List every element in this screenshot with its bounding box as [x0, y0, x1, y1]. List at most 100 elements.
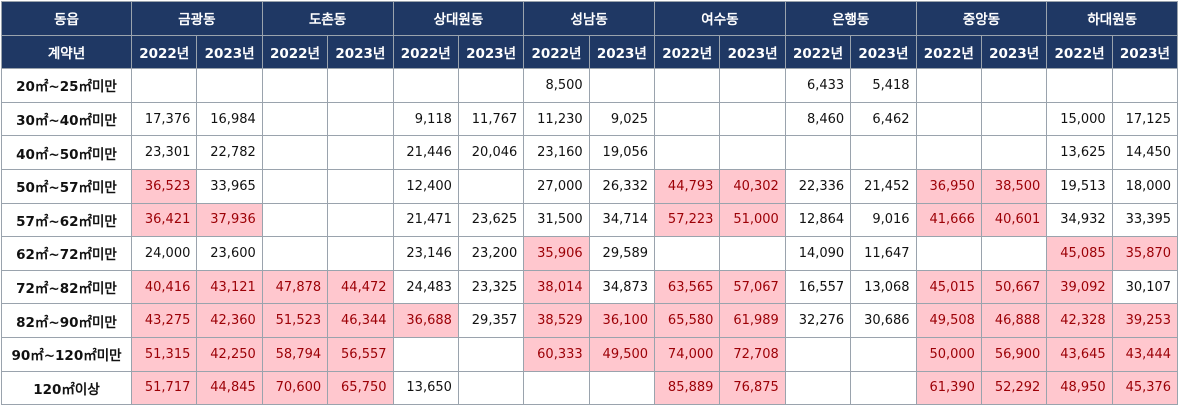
price-cell-highlighted: 44,472 [327, 269, 394, 305]
price-cell-highlighted: 70,600 [261, 370, 329, 406]
price-cell-highlighted: 56,900 [980, 336, 1048, 372]
price-cell-highlighted: 46,888 [980, 303, 1048, 338]
year-header: 2023년 [457, 34, 525, 70]
price-cell: 24,000 [130, 236, 198, 271]
area-range-label: 50㎡~57㎡미만 [1, 168, 132, 204]
price-cell-highlighted: 38,500 [980, 168, 1048, 204]
table-row: 72㎡~82㎡미만 40,416 43,121 47,878 44,472 24,483 2… [1, 269, 1178, 305]
price-cell: 24,483 [392, 269, 459, 305]
price-cell-highlighted: 74,000 [654, 336, 721, 372]
price-cell [327, 135, 394, 170]
price-cell: 17,376 [130, 101, 198, 137]
price-cell [850, 336, 917, 372]
area-range-label: 62㎡~72㎡미만 [1, 236, 132, 271]
price-cell [719, 101, 786, 137]
price-cell: 20,046 [457, 135, 525, 170]
table-row: 82㎡~90㎡미만 43,275 42,360 51,523 46,344 36,688 2… [1, 303, 1178, 338]
price-cell: 5,418 [850, 68, 917, 103]
price-cell [719, 68, 786, 103]
year-header: 2022년 [1046, 34, 1113, 70]
price-cell-highlighted: 50,000 [915, 336, 982, 372]
price-cell [915, 101, 982, 137]
price-cell [654, 101, 721, 137]
price-cell: 11,647 [850, 236, 917, 271]
price-cell: 23,200 [457, 236, 525, 271]
price-cell: 23,301 [130, 135, 198, 170]
price-cell-highlighted: 51,315 [130, 336, 198, 372]
price-cell-highlighted: 57,067 [719, 269, 786, 305]
price-cell [850, 370, 917, 406]
price-cell-highlighted: 43,645 [1046, 336, 1113, 372]
year-header: 2022년 [784, 34, 852, 70]
price-cell [261, 101, 329, 137]
price-cell: 11,767 [457, 101, 525, 137]
price-cell-highlighted: 51,000 [719, 202, 786, 238]
price-cell [719, 135, 786, 170]
price-cell-highlighted: 52,292 [980, 370, 1048, 406]
area-range-label: 72㎡~82㎡미만 [1, 269, 132, 305]
price-cell: 16,557 [784, 269, 852, 305]
corner-header: 동읍 [1, 1, 132, 36]
year-header: 2023년 [588, 34, 656, 70]
year-header: 2023년 [719, 34, 786, 70]
price-cell-highlighted: 45,015 [915, 269, 982, 305]
table-body: 20㎡~25㎡미만 8,500 6,433 5,418 30㎡~40㎡미만 17,376 1… [1, 68, 1178, 406]
price-cell: 8,460 [784, 101, 852, 137]
price-cell: 21,446 [392, 135, 459, 170]
area-range-label: 82㎡~90㎡미만 [1, 303, 132, 338]
price-cell [327, 101, 394, 137]
price-cell-highlighted: 40,302 [719, 168, 786, 204]
price-cell: 17,125 [1111, 101, 1178, 137]
price-cell [261, 202, 329, 238]
price-cell-highlighted: 38,014 [523, 269, 590, 305]
district-header: 여수동 [654, 1, 786, 36]
price-cell-highlighted: 35,870 [1111, 236, 1178, 271]
price-cell [457, 68, 525, 103]
price-cell [457, 336, 525, 372]
district-header: 하대원동 [1046, 1, 1178, 36]
price-cell: 23,146 [392, 236, 459, 271]
year-header: 2022년 [130, 34, 198, 70]
price-cell [980, 135, 1048, 170]
year-header: 2023년 [327, 34, 394, 70]
price-cell [196, 68, 263, 103]
price-cell-highlighted: 48,950 [1046, 370, 1113, 406]
price-cell [588, 370, 656, 406]
price-cell: 18,000 [1111, 168, 1178, 204]
price-cell [915, 135, 982, 170]
price-cell-highlighted: 47,878 [261, 269, 329, 305]
price-cell-highlighted: 60,333 [523, 336, 590, 372]
price-cell-highlighted: 39,253 [1111, 303, 1178, 338]
year-header: 2023년 [850, 34, 917, 70]
year-header: 2022년 [261, 34, 329, 70]
price-cell-highlighted: 36,688 [392, 303, 459, 338]
price-cell-highlighted: 36,100 [588, 303, 656, 338]
price-cell-highlighted: 51,523 [261, 303, 329, 338]
price-cell: 8,500 [523, 68, 590, 103]
table-row: 40㎡~50㎡미만 23,301 22,782 21,446 20,046 23,160 1… [1, 135, 1178, 170]
price-cell: 32,276 [784, 303, 852, 338]
price-cell: 23,600 [196, 236, 263, 271]
price-cell-highlighted: 39,092 [1046, 269, 1113, 305]
price-cell: 21,471 [392, 202, 459, 238]
price-cell [327, 68, 394, 103]
year-header-row: 계약년 2022년 2023년 2022년 2023년 2022년 2023년 … [1, 34, 1178, 70]
price-cell: 6,433 [784, 68, 852, 103]
price-cell-highlighted: 42,328 [1046, 303, 1113, 338]
price-cell-highlighted: 35,906 [523, 236, 590, 271]
price-cell [588, 68, 656, 103]
price-cell: 14,450 [1111, 135, 1178, 170]
price-cell-highlighted: 45,085 [1046, 236, 1113, 271]
price-cell [130, 68, 198, 103]
price-cell-highlighted: 61,989 [719, 303, 786, 338]
price-cell: 11,230 [523, 101, 590, 137]
price-cell [327, 168, 394, 204]
price-cell-highlighted: 72,708 [719, 336, 786, 372]
price-cell [392, 336, 459, 372]
price-cell: 30,107 [1111, 269, 1178, 305]
year-header: 2022년 [654, 34, 721, 70]
price-cell [261, 68, 329, 103]
price-cell: 34,714 [588, 202, 656, 238]
price-cell-highlighted: 43,275 [130, 303, 198, 338]
table-row: 120㎡이상 51,717 44,845 70,600 65,750 13,650 85,8… [1, 370, 1178, 406]
